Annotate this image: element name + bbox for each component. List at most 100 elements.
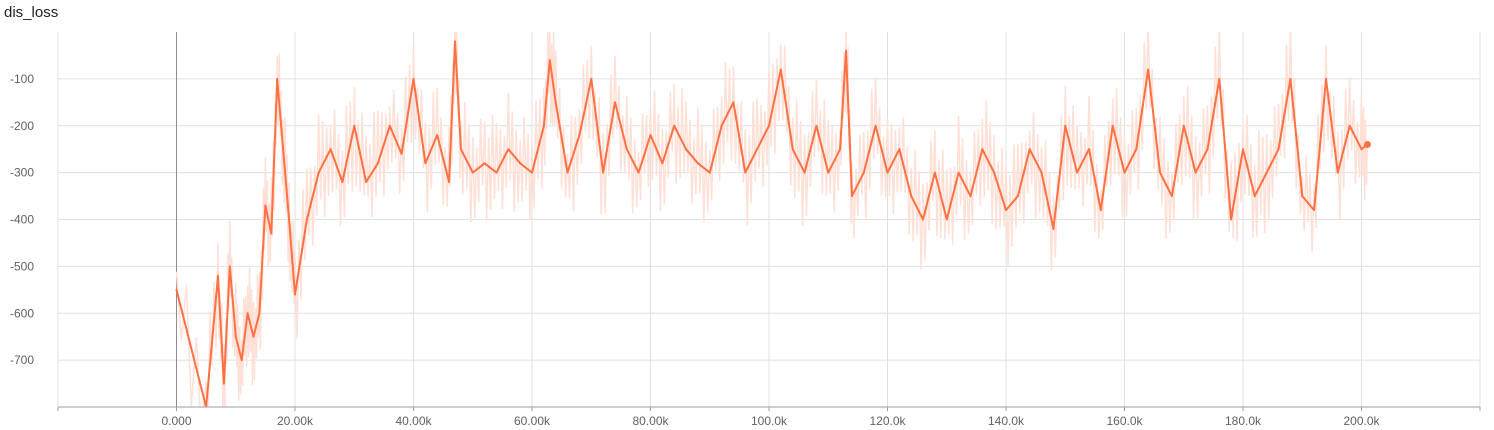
data-point [1064, 124, 1067, 127]
data-point [276, 77, 279, 80]
data-point [732, 101, 735, 104]
data-point [388, 124, 391, 127]
raw-series-layer [175, 32, 1369, 407]
data-point [649, 134, 652, 137]
data-point [246, 312, 249, 315]
x-tick-label: 140.0k [988, 414, 1025, 428]
data-point [697, 162, 699, 165]
data-point [1111, 124, 1114, 127]
x-tick-label: 60.00k [514, 414, 551, 428]
data-point [945, 218, 948, 221]
data-point [614, 101, 616, 104]
data-point [495, 171, 498, 174]
raw-series-line [175, 32, 1369, 407]
data-point [637, 171, 640, 174]
data-point [264, 204, 267, 207]
data-point [329, 148, 332, 151]
x-tick-label: 20.00k [277, 414, 314, 428]
x-tick-label: 180.0k [1225, 414, 1262, 428]
series-layer [175, 40, 1371, 407]
x-tick-label: 80.00k [632, 414, 669, 428]
data-point [448, 181, 450, 183]
data-point [1076, 171, 1078, 174]
data-point [1016, 195, 1019, 197]
data-point [1005, 209, 1007, 212]
data-point [305, 218, 308, 221]
data-point [294, 293, 296, 296]
data-point [1028, 148, 1031, 151]
data-point [531, 171, 533, 174]
data-point [851, 195, 853, 197]
data-point [1348, 124, 1351, 127]
data-point [1159, 171, 1161, 174]
y-tick-label: -300 [10, 166, 34, 180]
data-point [590, 77, 593, 80]
data-point [874, 124, 877, 127]
data-point [341, 181, 344, 183]
chart-title: dis_loss [4, 4, 59, 21]
x-tick-label: 120.0k [869, 414, 906, 428]
data-point [223, 382, 225, 385]
x-tick-label: 200.0k [1343, 414, 1380, 428]
data-point [886, 171, 889, 174]
x-tick-label: 100.0k [751, 414, 788, 428]
y-tick-label: -600 [10, 306, 34, 320]
y-tick-label: -500 [10, 259, 34, 273]
data-point [1218, 77, 1221, 80]
data-point [910, 195, 913, 197]
data-point [827, 171, 830, 174]
data-point [471, 171, 474, 174]
data-point [1230, 218, 1233, 221]
data-point [270, 232, 273, 235]
data-point [578, 134, 581, 137]
x-tick-label: 0.000 [161, 414, 191, 428]
data-point [1336, 171, 1339, 174]
data-point [1194, 171, 1197, 174]
y-tick-label: -400 [10, 213, 34, 227]
data-point [1253, 195, 1256, 197]
last-point-marker [1363, 141, 1371, 148]
data-point [779, 68, 782, 71]
data-point [217, 274, 219, 277]
data-point [424, 162, 427, 165]
data-point [365, 181, 367, 183]
data-point [993, 171, 996, 174]
data-point [969, 195, 972, 197]
data-point [625, 148, 628, 151]
data-point [602, 171, 604, 174]
data-point [1123, 171, 1126, 174]
data-point [815, 124, 818, 127]
data-point [1099, 209, 1102, 212]
data-point [981, 148, 984, 151]
data-point [1325, 77, 1327, 80]
data-point [317, 171, 320, 174]
data-point [353, 124, 356, 127]
data-point [862, 171, 865, 174]
data-point [1040, 171, 1043, 174]
data-point [1242, 148, 1244, 151]
data-point [720, 124, 723, 127]
data-point [685, 148, 687, 151]
data-point [1301, 195, 1304, 197]
axis-layer: -100 -200 -300 -400 -500 -600 -700 0.000 20.00k 4… [10, 72, 1481, 428]
data-point [258, 312, 261, 315]
data-point [1171, 195, 1173, 197]
data-point [1088, 148, 1090, 151]
data-point [460, 148, 462, 151]
data-point [240, 359, 243, 362]
data-point [1135, 148, 1138, 151]
data-point [803, 171, 806, 174]
data-point [839, 148, 841, 151]
data-point [708, 171, 711, 174]
data-point [507, 148, 510, 151]
data-point [768, 124, 770, 127]
data-point [1147, 68, 1150, 71]
data-point [454, 40, 456, 43]
x-tick-label: 40.00k [395, 414, 432, 428]
data-point [1182, 124, 1185, 127]
y-tick-label: -700 [10, 353, 34, 367]
data-point [282, 148, 285, 151]
data-point [252, 335, 255, 338]
y-tick-label: -200 [10, 119, 34, 133]
